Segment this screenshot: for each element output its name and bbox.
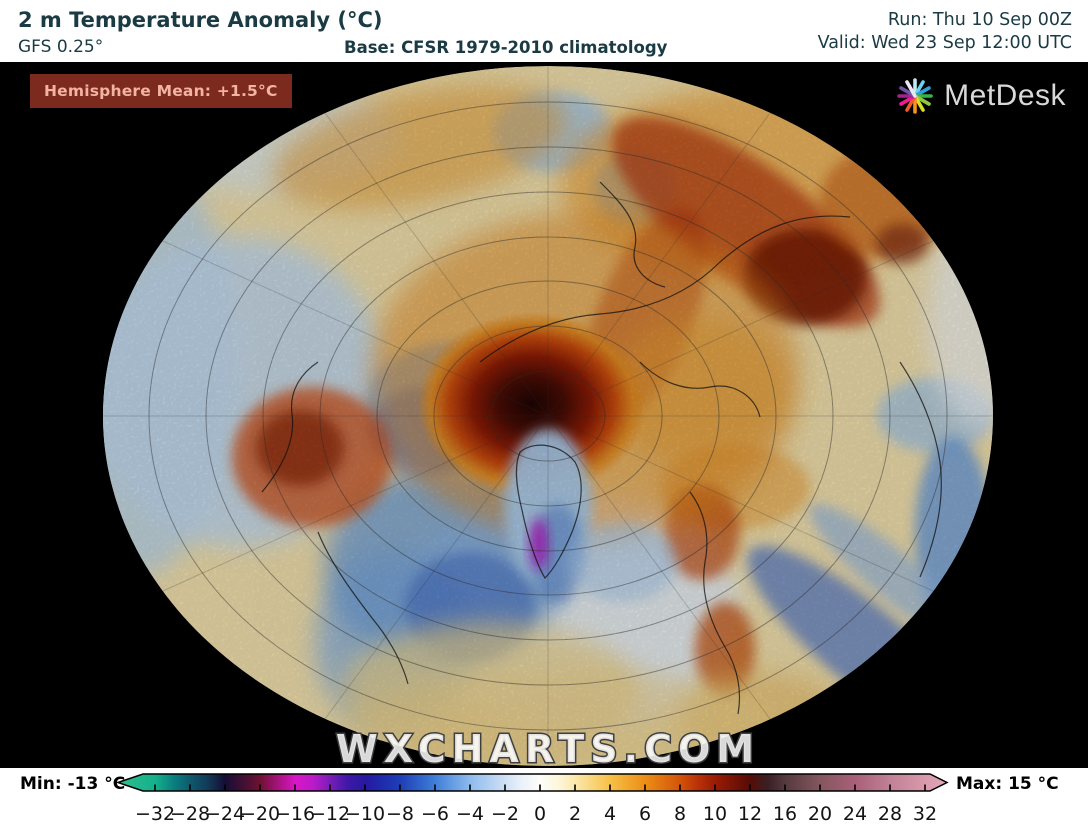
svg-text:−12: −12 [310,803,350,825]
run-valid-block: Run: Thu 10 Sep 00Z Valid: Wed 23 Sep 12… [818,9,1072,55]
header: 2 m Temperature Anomaly (°C) GFS 0.25° B… [0,0,1088,62]
metdesk-wordmark: MetDesk [944,79,1066,112]
svg-text:−20: −20 [240,803,280,825]
map-area: WXCHARTS.COM Hemisphere Mean: +1.5°C Met… [0,62,1088,768]
svg-text:−32: −32 [135,803,175,825]
colorbar-area: Min: -13 °C −32 −28 −24 −20 −16 −12 −10 −8 −6 −4−… [0,768,1088,833]
colorbar-min-label: Min: -13 °C [20,774,125,794]
svg-text:12: 12 [738,803,762,825]
svg-text:−16: −16 [275,803,315,825]
page-title: 2 m Temperature Anomaly (°C) [18,8,383,32]
model-label: GFS 0.25° [18,37,104,57]
metdesk-pinwheel-icon [897,78,933,114]
svg-text:−8: −8 [386,803,414,825]
raster-grain [103,66,993,766]
watermark: WXCHARTS.COM [336,727,760,768]
svg-text:−4: −4 [456,803,484,825]
svg-text:2: 2 [569,803,581,825]
colorbar-gradient-bar [115,773,949,792]
run-time-label: Run: Thu 10 Sep 00Z [887,10,1072,30]
colorbar-max-label: Max: 15 °C [956,774,1059,794]
svg-text:−28: −28 [170,803,210,825]
svg-text:4: 4 [604,803,616,825]
metdesk-logo: MetDesk [893,72,1066,120]
svg-text:−24: −24 [205,803,245,825]
hemisphere-mean-badge: Hemisphere Mean: +1.5°C [30,74,292,108]
svg-text:8: 8 [674,803,686,825]
svg-text:−6: −6 [421,803,449,825]
svg-text:24: 24 [843,803,867,825]
svg-text:0: 0 [534,803,546,825]
coastlines [261,181,942,715]
svg-text:10: 10 [703,803,727,825]
svg-text:32: 32 [913,803,937,825]
svg-text:−2: −2 [491,803,519,825]
anomaly-field [103,66,993,766]
svg-text:−10: −10 [345,803,385,825]
hemisphere-anomaly-map: WXCHARTS.COM [0,62,1088,768]
colorbar: Min: -13 °C −32−28−24−20−16−12−10 −8 −6 −4−… [20,773,1059,825]
svg-text:20: 20 [808,803,832,825]
climatology-base-label: Base: CFSR 1979-2010 climatology [344,38,668,57]
svg-text:16: 16 [773,803,797,825]
graticule [103,66,993,766]
svg-text:6: 6 [639,803,651,825]
colorbar-ticks: −32−28−24−20−16−12−10 −8 −6 −4 −2 0 2 4 6 8 10 12 16… [135,784,937,825]
svg-text:28: 28 [878,803,902,825]
valid-time-label: Valid: Wed 23 Sep 12:00 UTC [817,33,1072,53]
